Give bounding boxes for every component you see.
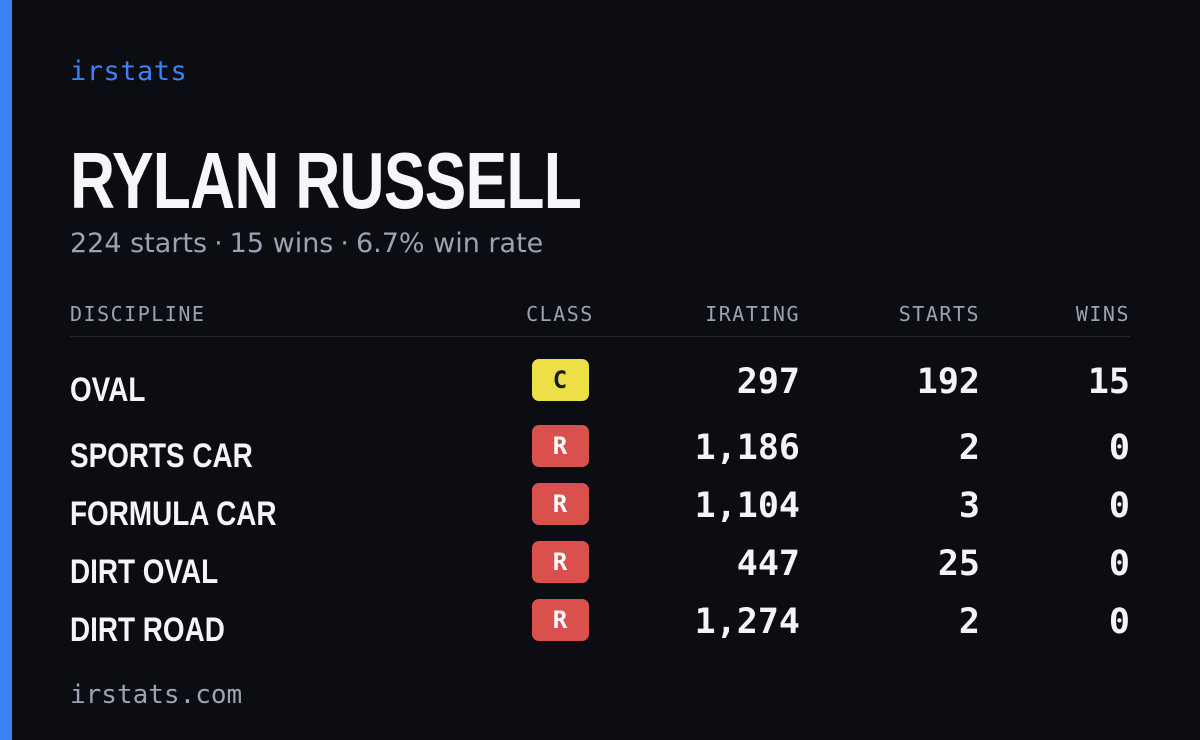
discipline-name: OVAL (70, 337, 510, 422)
discipline-name: FORMULA CAR (70, 479, 510, 537)
table-row: SPORTS CAR R 1,186 2 0 (70, 421, 1130, 479)
wins-value: 0 (1108, 428, 1130, 468)
irating-value: 1,104 (694, 486, 800, 526)
irating-cell: 1,104 (610, 479, 800, 537)
wins-value: 0 (1108, 544, 1130, 584)
column-header-class: CLASS (510, 296, 610, 337)
starts-cell: 192 (800, 337, 980, 422)
starts-value: 2 (958, 602, 980, 642)
discipline-name: DIRT OVAL (70, 537, 510, 595)
class-cell: R (510, 537, 610, 595)
starts-count: 224 starts (70, 228, 208, 259)
license-class-badge: R (531, 541, 589, 583)
irating-value: 1,274 (694, 602, 800, 642)
irating-cell: 1,274 (610, 595, 800, 653)
class-cell: C (510, 337, 610, 422)
column-header-irating: IRATING (610, 296, 800, 337)
discipline-label: OVAL (70, 370, 146, 409)
starts-value: 25 (937, 544, 980, 584)
class-cell: R (510, 595, 610, 653)
column-header-discipline: DISCIPLINE (70, 296, 510, 337)
starts-value: 3 (958, 486, 980, 526)
starts-cell: 3 (800, 479, 980, 537)
driver-name: RYLAN RUSSELL (70, 136, 582, 225)
column-header-starts: STARTS (800, 296, 980, 337)
accent-bar (0, 0, 12, 740)
license-class-badge: R (531, 483, 589, 525)
driver-summary: 224 starts · 15 wins · 6.7% win rate (70, 228, 543, 259)
class-cell: R (510, 421, 610, 479)
license-class-badge: C (531, 359, 589, 401)
table-row: DIRT OVAL R 447 25 0 (70, 537, 1130, 595)
license-class-badge: R (531, 599, 589, 641)
irating-value: 447 (736, 544, 800, 584)
separator: · (340, 228, 349, 259)
win-rate: 6.7% win rate (355, 228, 544, 259)
starts-value: 192 (916, 362, 980, 402)
irating-cell: 1,186 (610, 421, 800, 479)
table-row: FORMULA CAR R 1,104 3 0 (70, 479, 1130, 537)
discipline-label: DIRT OVAL (70, 552, 219, 591)
starts-cell: 2 (800, 595, 980, 653)
discipline-table: DISCIPLINE CLASS IRATING STARTS WINS OVA… (70, 296, 1130, 653)
irating-value: 297 (736, 362, 800, 402)
table-row: OVAL C 297 192 15 (70, 337, 1130, 422)
wins-cell: 0 (980, 595, 1130, 653)
brand-logo[interactable]: irstats (70, 56, 188, 87)
discipline-name: SPORTS CAR (70, 421, 510, 479)
class-cell: R (510, 479, 610, 537)
table-header-row: DISCIPLINE CLASS IRATING STARTS WINS (70, 296, 1130, 337)
discipline-label: DIRT ROAD (70, 610, 225, 649)
column-header-wins: WINS (980, 296, 1130, 337)
discipline-label: FORMULA CAR (70, 494, 277, 533)
wins-value: 15 (1087, 362, 1130, 402)
starts-cell: 25 (800, 537, 980, 595)
discipline-label: SPORTS CAR (70, 436, 253, 475)
starts-value: 2 (958, 428, 980, 468)
wins-count: 15 wins (229, 228, 334, 259)
irating-cell: 297 (610, 337, 800, 422)
starts-cell: 2 (800, 421, 980, 479)
wins-cell: 0 (980, 537, 1130, 595)
irating-cell: 447 (610, 537, 800, 595)
separator: · (214, 228, 223, 259)
wins-cell: 0 (980, 421, 1130, 479)
license-class-badge: R (531, 425, 589, 467)
table-row: DIRT ROAD R 1,274 2 0 (70, 595, 1130, 653)
wins-cell: 0 (980, 479, 1130, 537)
discipline-name: DIRT ROAD (70, 595, 510, 653)
site-url[interactable]: irstats.com (70, 680, 243, 710)
wins-cell: 15 (980, 337, 1130, 422)
wins-value: 0 (1108, 602, 1130, 642)
wins-value: 0 (1108, 486, 1130, 526)
irating-value: 1,186 (694, 428, 800, 468)
